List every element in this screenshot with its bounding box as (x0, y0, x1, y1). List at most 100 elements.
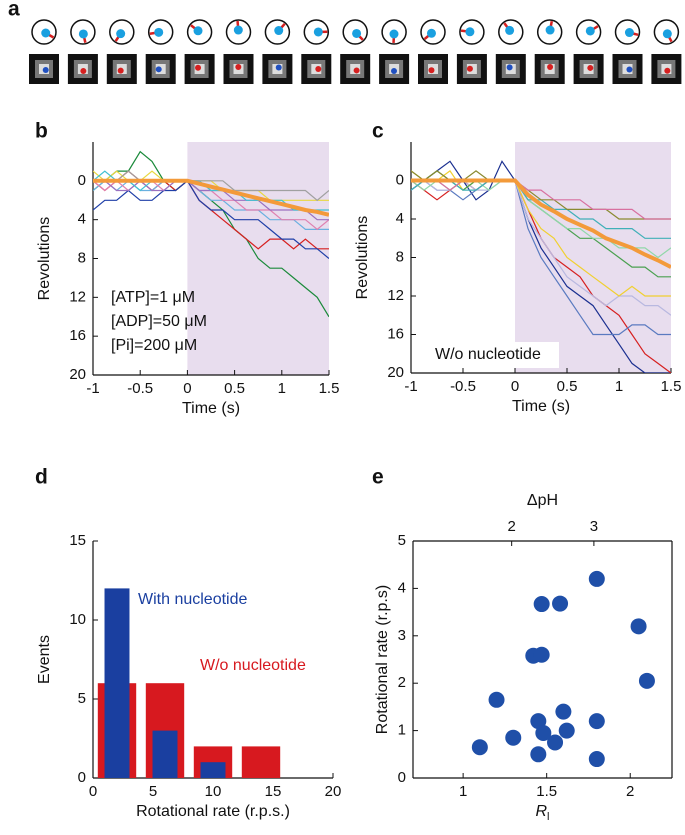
y-tick-label: 5 (398, 532, 406, 549)
x-tick-label: 5 (149, 783, 157, 800)
x-tick-label: -0.5 (450, 378, 476, 395)
trace (411, 170, 671, 297)
y-tick-label: 4 (398, 579, 406, 596)
y-tick-label: 8 (396, 248, 404, 265)
x-tick-label: -1 (86, 380, 99, 397)
y-tick-label: 0 (78, 172, 86, 189)
point (530, 746, 547, 763)
rotor-center (389, 29, 399, 39)
trace (93, 178, 329, 217)
y-tick-label: 0 (78, 769, 86, 786)
x-tick-label: 1.5 (536, 783, 557, 800)
x-tick-label: 0.5 (557, 378, 578, 395)
y-tick-label: 12 (387, 287, 404, 304)
rotor-center (233, 25, 243, 35)
point (588, 713, 605, 730)
x-tick-label: 0 (89, 783, 97, 800)
x-axis-label-sub: l (547, 811, 549, 823)
rotor-center (78, 29, 88, 39)
x2-axis-label: ΔpH (527, 492, 558, 509)
panel-label: b (35, 120, 48, 143)
rotor-center (426, 28, 436, 38)
annotation: [ADP]=50 μM (111, 313, 207, 330)
panel-label: e (372, 466, 384, 489)
rotor-center (41, 28, 51, 38)
x-axis-label: Time (s) (512, 398, 570, 415)
y-tick-label: 10 (69, 611, 86, 628)
point (547, 734, 564, 751)
y-tick-label: 16 (387, 325, 404, 342)
y-axis-label: Revolutions (354, 216, 371, 300)
point (488, 691, 505, 708)
histogram-bar (200, 762, 226, 778)
panel-label: c (372, 120, 384, 143)
rotor-center (545, 25, 555, 35)
histogram-bar (241, 746, 281, 778)
rotor-center (624, 28, 634, 38)
y-tick-label: 4 (396, 210, 404, 227)
rotor-center (313, 27, 323, 37)
x-tick-label: 1 (615, 378, 623, 395)
x-tick-label: 0 (183, 380, 191, 397)
y-tick-label: 20 (69, 366, 86, 383)
rotor-center (465, 27, 475, 37)
panel-label: d (35, 466, 48, 489)
x-tick-label: -1 (404, 378, 417, 395)
y-tick-label: 2 (398, 674, 406, 691)
image-spot (506, 64, 513, 71)
x-axis-label-main: Time (s) (182, 400, 240, 417)
image-spot (428, 67, 435, 74)
point (535, 724, 552, 741)
x-axis-label-main: Rotational rate (r.p.s.) (136, 803, 290, 820)
x-tick-label: 20 (325, 783, 342, 800)
y-axis-label: Events (36, 635, 53, 684)
rotor-center (154, 27, 164, 37)
annotation: W/o nucleotide (435, 346, 541, 363)
point (552, 595, 569, 612)
point (471, 739, 488, 756)
image-spot (155, 66, 162, 73)
trace (411, 178, 671, 269)
x-axis-label-main: R (535, 803, 547, 820)
y-tick-label: 16 (69, 327, 86, 344)
annotation: [ATP]=1 μM (111, 289, 195, 306)
y-axis-label: Revolutions (36, 217, 53, 301)
image-spot (664, 67, 671, 74)
x-tick-label: 1.5 (661, 378, 682, 395)
trace (93, 179, 329, 259)
y-axis-label: Rotational rate (r.p.s) (374, 585, 391, 734)
rotor-center (274, 26, 284, 36)
image-spot (466, 65, 473, 72)
x-tick-label: 15 (265, 783, 282, 800)
series-label: With nucleotide (138, 591, 247, 608)
point (558, 722, 575, 739)
trace (93, 170, 329, 202)
y-tick-label: 5 (78, 690, 86, 707)
rotor-center (352, 28, 362, 38)
x-tick-label: 0.5 (224, 380, 245, 397)
histogram-bar (152, 730, 178, 778)
x-tick-label: 1 (459, 783, 467, 800)
image-spot (547, 64, 554, 71)
y-tick-label: 8 (78, 249, 86, 266)
image-spot (353, 67, 360, 74)
panel-label: a (8, 0, 20, 21)
series-label: W/o nucleotide (200, 657, 306, 674)
point (505, 729, 522, 746)
x-tick-label: 1.5 (319, 380, 340, 397)
image-spot (315, 65, 322, 72)
point (533, 596, 550, 613)
point (555, 703, 572, 720)
image-spot (195, 64, 202, 71)
rotor-center (116, 29, 126, 39)
image-spot (626, 66, 633, 73)
point (588, 570, 605, 587)
image-spot (117, 67, 124, 74)
histogram-bar (104, 588, 130, 778)
x-axis-label-main: Time (s) (512, 398, 570, 415)
point (533, 646, 550, 663)
rotor-center (505, 25, 515, 35)
trace (411, 179, 671, 336)
